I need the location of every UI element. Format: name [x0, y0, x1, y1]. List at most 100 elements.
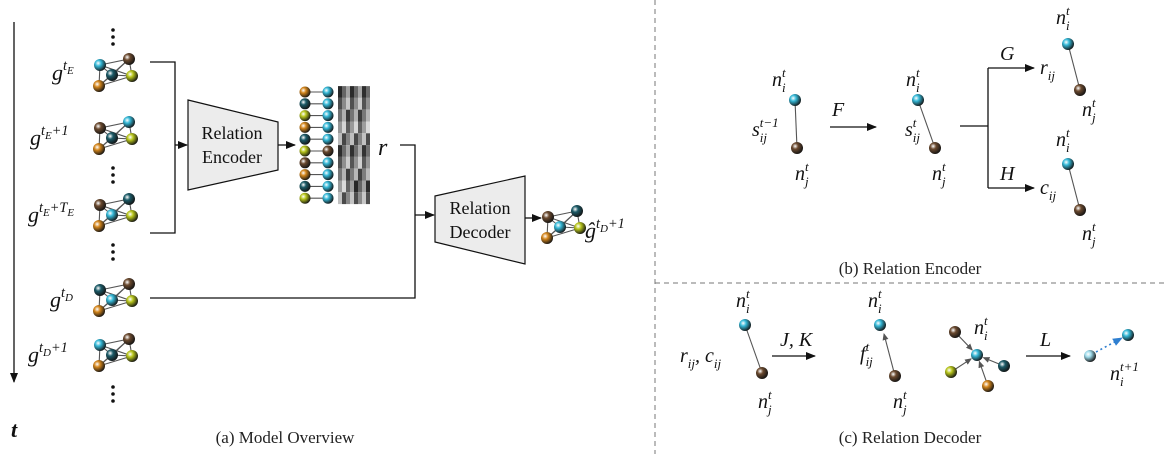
feature-cell: [354, 169, 358, 181]
feature-cell: [342, 181, 346, 193]
feature-cell: [366, 145, 370, 157]
feature-cell: [362, 169, 366, 181]
node: [971, 349, 983, 361]
feature-cell: [338, 192, 342, 204]
label-part: s: [905, 119, 913, 141]
node: [323, 169, 334, 180]
feature-cell: [346, 145, 350, 157]
node: [739, 319, 751, 331]
label-part: G: [1000, 43, 1015, 65]
feature-cell: [350, 86, 354, 98]
label-part: n: [1082, 99, 1092, 121]
label-part: s: [752, 119, 760, 141]
edge: [1068, 164, 1080, 210]
math-label: cij: [1040, 177, 1057, 203]
feature-cell: [342, 192, 346, 204]
node: [323, 193, 334, 204]
label-part: L: [1039, 329, 1051, 351]
math-label: nit+1: [1110, 359, 1139, 389]
label-part: n: [795, 163, 805, 185]
feature-cell: [354, 145, 358, 157]
label-part: t: [746, 286, 750, 301]
feature-cell: [366, 192, 370, 204]
math-label: nit: [772, 65, 786, 95]
ellipsis-dot: [111, 385, 115, 389]
label-part: n: [893, 391, 903, 413]
label-part: +T: [50, 200, 69, 216]
encoder-label: Relation: [202, 123, 263, 143]
label-part: t: [913, 115, 917, 130]
feature-cell: [346, 192, 350, 204]
label-part: t: [768, 387, 772, 402]
math-label: nit: [1056, 125, 1070, 155]
node: [126, 70, 138, 82]
label-part: t: [878, 286, 882, 301]
time-label: t: [11, 417, 18, 442]
encoder-label: Encoder: [202, 147, 262, 167]
node: [323, 87, 334, 98]
node: [300, 193, 311, 204]
feature-cell: [342, 86, 346, 98]
decoder-label: Relation: [450, 198, 511, 218]
node: [123, 116, 135, 128]
feature-cell: [362, 86, 366, 98]
math-label: nit: [1056, 3, 1070, 33]
feature-cell: [346, 157, 350, 169]
label-part: i: [1066, 18, 1070, 33]
encoder-block: [188, 100, 278, 190]
feature-cell: [350, 145, 354, 157]
math-label: H: [999, 163, 1016, 185]
node: [323, 134, 334, 145]
feature-cell: [358, 169, 362, 181]
feature-cell: [354, 122, 358, 134]
label-part: n: [932, 163, 942, 185]
math-label: nit: [868, 286, 882, 316]
node: [94, 59, 106, 71]
output-label: ĝtD+1: [585, 216, 625, 243]
ellipsis-dot: [111, 180, 115, 184]
node: [1074, 204, 1086, 216]
node: [1062, 158, 1074, 170]
feature-cell: [338, 133, 342, 145]
feature-cell: [362, 157, 366, 169]
edge: [795, 100, 797, 148]
label-part: g: [30, 125, 41, 150]
feature-cell: [362, 98, 366, 110]
feature-cell: [358, 98, 362, 110]
math-label: L: [1039, 329, 1051, 351]
feature-cell: [366, 181, 370, 193]
label-part: t: [916, 65, 920, 80]
feature-cell: [338, 122, 342, 134]
edge: [745, 325, 762, 373]
feature-cell: [354, 133, 358, 145]
feature-cell: [366, 169, 370, 181]
feature-cell: [342, 157, 346, 169]
label-part: , c: [695, 345, 714, 367]
label-part: r: [378, 135, 388, 161]
feature-cell: [338, 110, 342, 122]
label-part: t: [1092, 95, 1096, 110]
node: [94, 122, 106, 134]
label-part: t: [1066, 125, 1070, 140]
label-part: c: [1040, 177, 1049, 199]
feature-cell: [362, 145, 366, 157]
node: [323, 110, 334, 121]
node: [300, 146, 311, 157]
node: [123, 333, 135, 345]
feature-cell: [362, 122, 366, 134]
node: [945, 366, 957, 378]
math-label: njt: [758, 387, 772, 417]
label-part: t: [984, 313, 988, 328]
math-label: njt: [795, 159, 809, 189]
node: [982, 380, 994, 392]
label-part: t: [866, 339, 870, 354]
node: [93, 143, 105, 155]
node: [93, 80, 105, 92]
math-label: sijt: [905, 115, 920, 145]
node: [106, 69, 118, 81]
math-label: njt: [893, 387, 907, 417]
label-part: n: [1082, 223, 1092, 245]
label-part: i: [916, 80, 920, 95]
node: [93, 220, 105, 232]
node: [123, 193, 135, 205]
